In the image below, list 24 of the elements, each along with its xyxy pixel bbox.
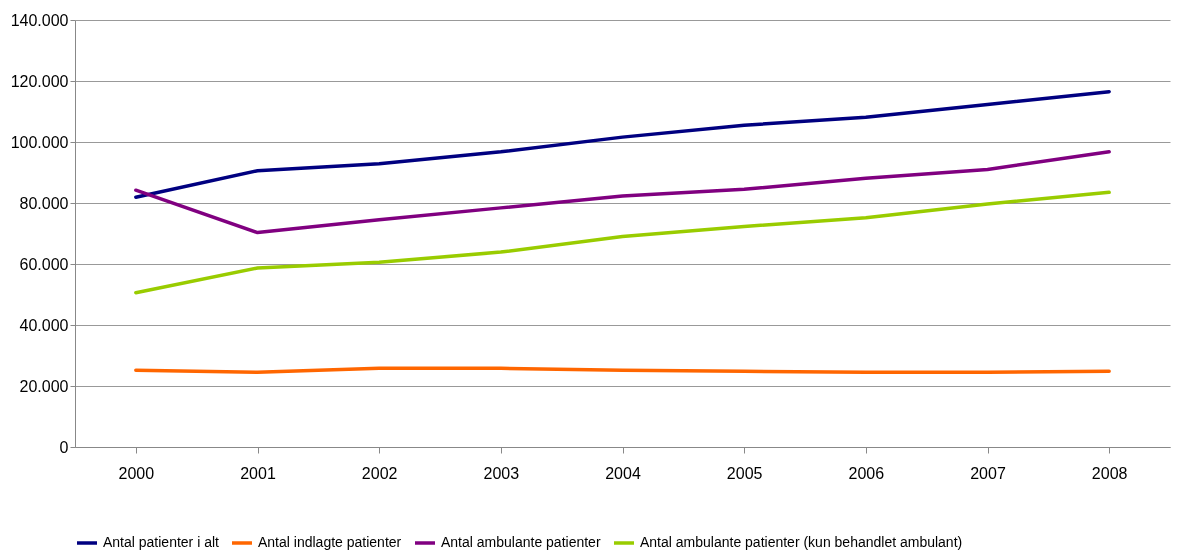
- x-tick-label: 2007: [970, 464, 1006, 482]
- y-tick-label: 20.000: [19, 377, 69, 395]
- x-tick-label: 2006: [848, 464, 885, 482]
- line-series: [134, 190, 1111, 295]
- y-tick-label: 60.000: [19, 255, 69, 273]
- y-tick-label: 0: [59, 438, 69, 456]
- y-tick-label: 40.000: [19, 316, 69, 334]
- x-tick-label: 2004: [605, 464, 641, 482]
- x-tick-label: 2000: [118, 464, 155, 482]
- legend-label: Antal patienter i alt: [103, 534, 220, 550]
- line-series: [134, 150, 1111, 235]
- line-series: [134, 89, 1111, 199]
- legend-label: Antal ambulante patienter: [441, 534, 601, 550]
- legend-label: Antal ambulante patienter (kun behandlet ambulant): [640, 534, 963, 550]
- legend-label: Antal indlagte patienter: [258, 534, 402, 550]
- x-tick-label: 2005: [726, 464, 763, 482]
- y-tick-label: 120.000: [10, 72, 69, 90]
- x-tick-label: 2008: [1091, 464, 1128, 482]
- x-tick-label: 2002: [361, 464, 398, 482]
- y-tick-label: 80.000: [19, 194, 69, 212]
- x-tick-label: 2003: [483, 464, 520, 482]
- x-tick-label: 2001: [240, 464, 276, 482]
- y-tick-label: 100.000: [10, 133, 69, 151]
- y-tick-label: 140.000: [10, 11, 69, 29]
